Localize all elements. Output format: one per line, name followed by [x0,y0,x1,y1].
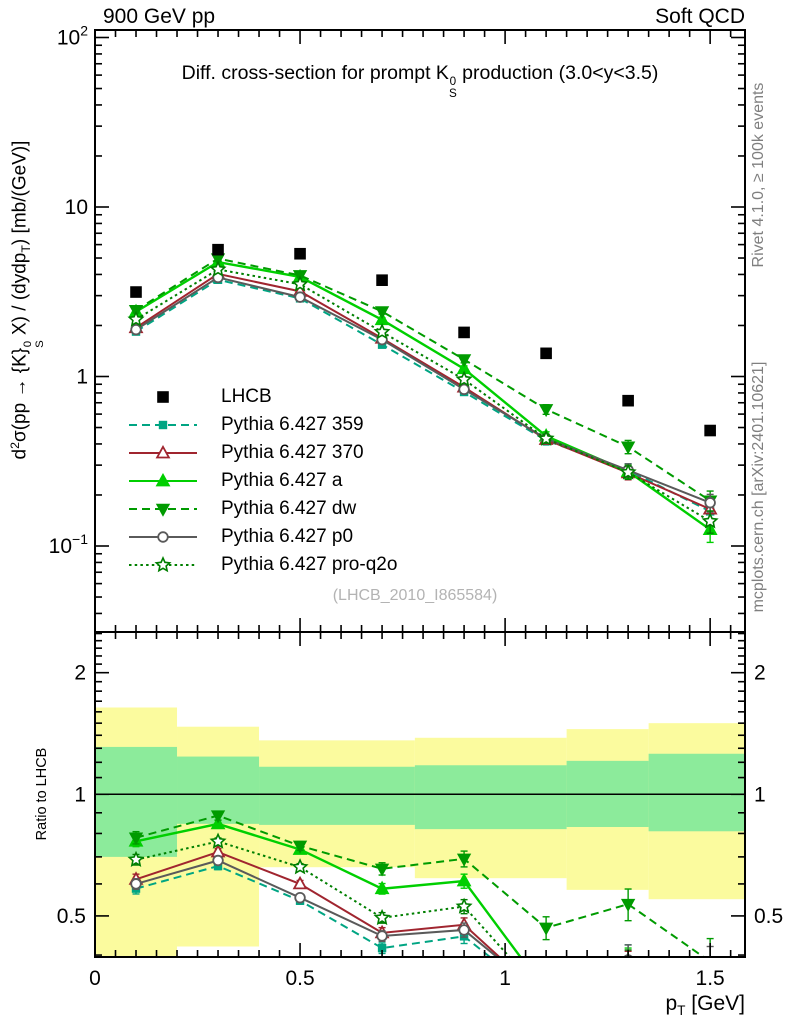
legend-item-359: Pythia 6.427 359 [127,411,397,439]
x-tick-label: 0.5 [285,967,314,990]
legend-marker-star-open-icon [129,556,197,573]
legend-label: Pythia 6.427 359 [221,414,364,435]
series-line [135,257,711,502]
ratio-uncertainty-bands [95,707,745,957]
main-y-tick-label: 1 [76,366,88,389]
x-axis-label: pT [GeV] [665,992,745,1018]
x-tick-label: 1 [499,967,511,990]
legend-marker-triangle-open-icon [129,444,197,459]
ratio-y-tick-label-left: 1 [74,783,86,806]
legend: LHCB Pythia 6.427 359 Pythia 6.427 370 Pyth… [127,383,397,579]
ratio-y-axis-label: Ratio to LHCB [34,747,50,841]
green-band-segment [414,765,567,830]
x-tick-label: 1.5 [696,967,725,990]
series-main-q2o [127,260,719,534]
ratio-y-tick-label-right: 0.5 [754,905,783,928]
axis-ticks [94,30,745,957]
legend-marker-square-filled-icon [157,391,169,403]
series-ratio-a [128,815,632,957]
main-y-tick-label: 10 [65,196,88,219]
legend-label: Pythia 6.427 p0 [221,526,354,547]
legend-item-q2o: Pythia 6.427 pro-q2o [127,551,397,579]
ratio-y-tick-label-right: 2 [754,662,766,685]
legend-item-dw: Pythia 6.427 dw [127,495,397,523]
legend-label: Pythia 6.427 a [221,470,343,491]
legend-item-a: Pythia 6.427 a [127,467,397,495]
legend-item-lhcb: LHCB [127,383,397,411]
ratio-series-line [135,822,522,957]
legend-label: LHCB [221,386,272,407]
series-ratio-dw [128,810,718,957]
legend-label: Pythia 6.427 pro-q2o [221,554,398,575]
ratio-series-line [135,859,499,957]
ratio-y-tick-label-left: 0.5 [57,905,86,928]
legend-item-370: Pythia 6.427 370 [127,439,397,467]
beam-energy-label: 900 GeV pp [103,5,216,28]
process-group-label: Soft QCD [655,5,745,28]
mcplots-citation-note: mcplots.cern.ch [arXiv:2401.10621] [750,361,767,613]
lhcb-data-points [130,243,716,437]
main-y-tick-label: 102 [57,23,88,50]
ratio-series-line [135,840,511,957]
legend-marker-square-filled-small-icon [129,420,197,430]
rivet-version-note: Rivet 4.1.0, ≥ 100k events [750,82,767,268]
green-band-segment [648,753,745,832]
axis-tick-labels: 102 10 1 10−1 2 2 1 1 0.5 0.5 0 0.5 1 1.5 [49,23,784,991]
legend-label: Pythia 6.427 370 [221,442,364,463]
series-line [135,268,711,523]
ratio-y-tick-label-left: 2 [74,662,86,685]
legend-item-p0: Pythia 6.427 p0 [127,523,397,551]
series-ratio-p0 [130,854,714,957]
ratio-series-line [135,850,501,957]
series-ratio-q2o [127,832,632,957]
legend-marker-triangle-down-filled-icon [129,503,197,517]
legend-marker-circle-open-icon [129,531,197,543]
green-band-segment [259,766,415,825]
series-line [135,276,711,504]
main-y-tick-label: 10−1 [49,531,89,558]
ratio-y-tick-label-right: 1 [754,783,766,806]
series-line [135,272,711,511]
series-main-dw [128,253,718,513]
legend-marker-triangle-filled-icon [129,472,197,487]
legend-label: Pythia 6.427 dw [221,498,357,519]
x-tick-label: 0 [89,967,101,990]
analysis-watermark: (LHCB_2010_I865584) [332,587,498,604]
y-axis-label: d2σ(pp → {K} 0 S X) / (dydpT) [mb/(GeV)] [7,140,46,460]
